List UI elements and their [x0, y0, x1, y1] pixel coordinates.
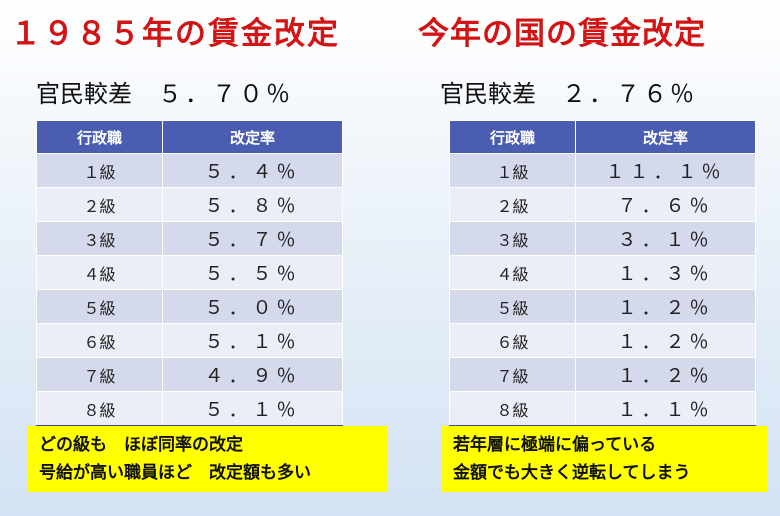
header-rate: 改定率 [575, 120, 756, 154]
grade-cell: ８級 [449, 391, 576, 427]
table-row: １級 １１．１％ [449, 153, 756, 188]
wage-gap-value: ２．７６％ [562, 80, 697, 108]
grade-cell: ３級 [36, 221, 163, 256]
rate-cell: ５．４％ [162, 153, 343, 188]
panel-current-year: 今年の国の賃金改定 官民較差 ２．７６％ 行政職 改定率 １級 １１．１％ ２級 ７．… [390, 0, 780, 516]
title-current-year: 今年の国の賃金改定 [418, 16, 706, 52]
header-grade: 行政職 [36, 120, 163, 154]
table-row: ５級 １．２％ [449, 289, 756, 324]
note-line: 号給が高い職員ほど 改定額も多い [39, 463, 311, 483]
rate-cell: １．２％ [575, 323, 756, 358]
title-1985: １９８５年の賃金改定 [10, 16, 340, 52]
grade-cell: ７級 [449, 357, 576, 392]
grade-cell: ５級 [36, 289, 163, 324]
table-row: ８級 ５．１％ [36, 391, 343, 427]
grade-cell: ２級 [449, 187, 576, 222]
table-row: ６級 ５．１％ [36, 323, 343, 358]
table-row: １級 ５．４％ [36, 153, 343, 188]
table-row: ３級 ３．１％ [449, 221, 756, 256]
rate-cell: ７．６％ [575, 187, 756, 222]
table-row: ７級 ４．９％ [36, 357, 343, 392]
wage-gap-label: 官民較差 [440, 80, 536, 108]
rate-cell: ５．７％ [162, 221, 343, 256]
rate-cell: ５．８％ [162, 187, 343, 222]
wage-gap-1985: 官民較差 ５．７０％ [36, 76, 293, 112]
grade-cell: ８級 [36, 391, 163, 427]
rate-cell: ５．０％ [162, 289, 343, 324]
grade-cell: ２級 [36, 187, 163, 222]
header-grade: 行政職 [449, 120, 576, 154]
table-row: ２級 ５．８％ [36, 187, 343, 222]
rate-cell: ５．１％ [162, 391, 343, 427]
wage-gap-label: 官民較差 [36, 80, 132, 108]
grade-cell: １級 [36, 153, 163, 188]
rate-cell: １１．１％ [575, 153, 756, 188]
rate-cell: １．３％ [575, 255, 756, 290]
table-row: ６級 １．２％ [449, 323, 756, 358]
note-line: どの級も ほぼ同率の改定 [39, 435, 243, 455]
rate-cell: ５．１％ [162, 323, 343, 358]
table-row: ４級 １．３％ [449, 255, 756, 290]
note-line: 金額でも大きく逆転してしまう [453, 463, 691, 483]
rate-cell: ４．９％ [162, 357, 343, 392]
wage-gap-value: ５．７０％ [158, 80, 293, 108]
grade-cell: １級 [449, 153, 576, 188]
rate-cell: ５．５％ [162, 255, 343, 290]
rate-cell: ３．１％ [575, 221, 756, 256]
summary-note-1985: どの級も ほぼ同率の改定 号給が高い職員ほど 改定額も多い [27, 426, 387, 492]
revision-table-1985: 行政職 改定率 １級 ５．４％ ２級 ５．８％ ３級 ５．７％ ４級 ５．５％ ５級 ５．… [36, 120, 343, 427]
grade-cell: ６級 [36, 323, 163, 358]
table-header-row: 行政職 改定率 [36, 120, 343, 154]
table-header-row: 行政職 改定率 [449, 120, 756, 154]
table-row: ４級 ５．５％ [36, 255, 343, 290]
grade-cell: ４級 [449, 255, 576, 290]
rate-cell: １．２％ [575, 357, 756, 392]
table-row: ５級 ５．０％ [36, 289, 343, 324]
note-line: 若年層に極端に偏っている [453, 435, 657, 455]
panel-1985: １９８５年の賃金改定 官民較差 ５．７０％ 行政職 改定率 １級 ５．４％ ２級 ５．… [10, 16, 387, 492]
wage-gap-current-year: 官民較差 ２．７６％ [440, 76, 697, 112]
revision-table-current-year: 行政職 改定率 １級 １１．１％ ２級 ７．６％ ３級 ３．１％ ４級 １．３％ ５級 １… [449, 120, 756, 427]
table-row: ７級 １．２％ [449, 357, 756, 392]
grade-cell: ４級 [36, 255, 163, 290]
grade-cell: ６級 [449, 323, 576, 358]
grade-cell: ３級 [449, 221, 576, 256]
table-row: ２級 ７．６％ [449, 187, 756, 222]
header-rate: 改定率 [162, 120, 343, 154]
grade-cell: ５級 [449, 289, 576, 324]
table-row: ８級 １．１％ [449, 391, 756, 427]
rate-cell: １．１％ [575, 391, 756, 427]
rate-cell: １．２％ [575, 289, 756, 324]
grade-cell: ７級 [36, 357, 163, 392]
summary-note-current-year: 若年層に極端に偏っている 金額でも大きく逆転してしまう [441, 426, 767, 492]
table-row: ３級 ５．７％ [36, 221, 343, 256]
